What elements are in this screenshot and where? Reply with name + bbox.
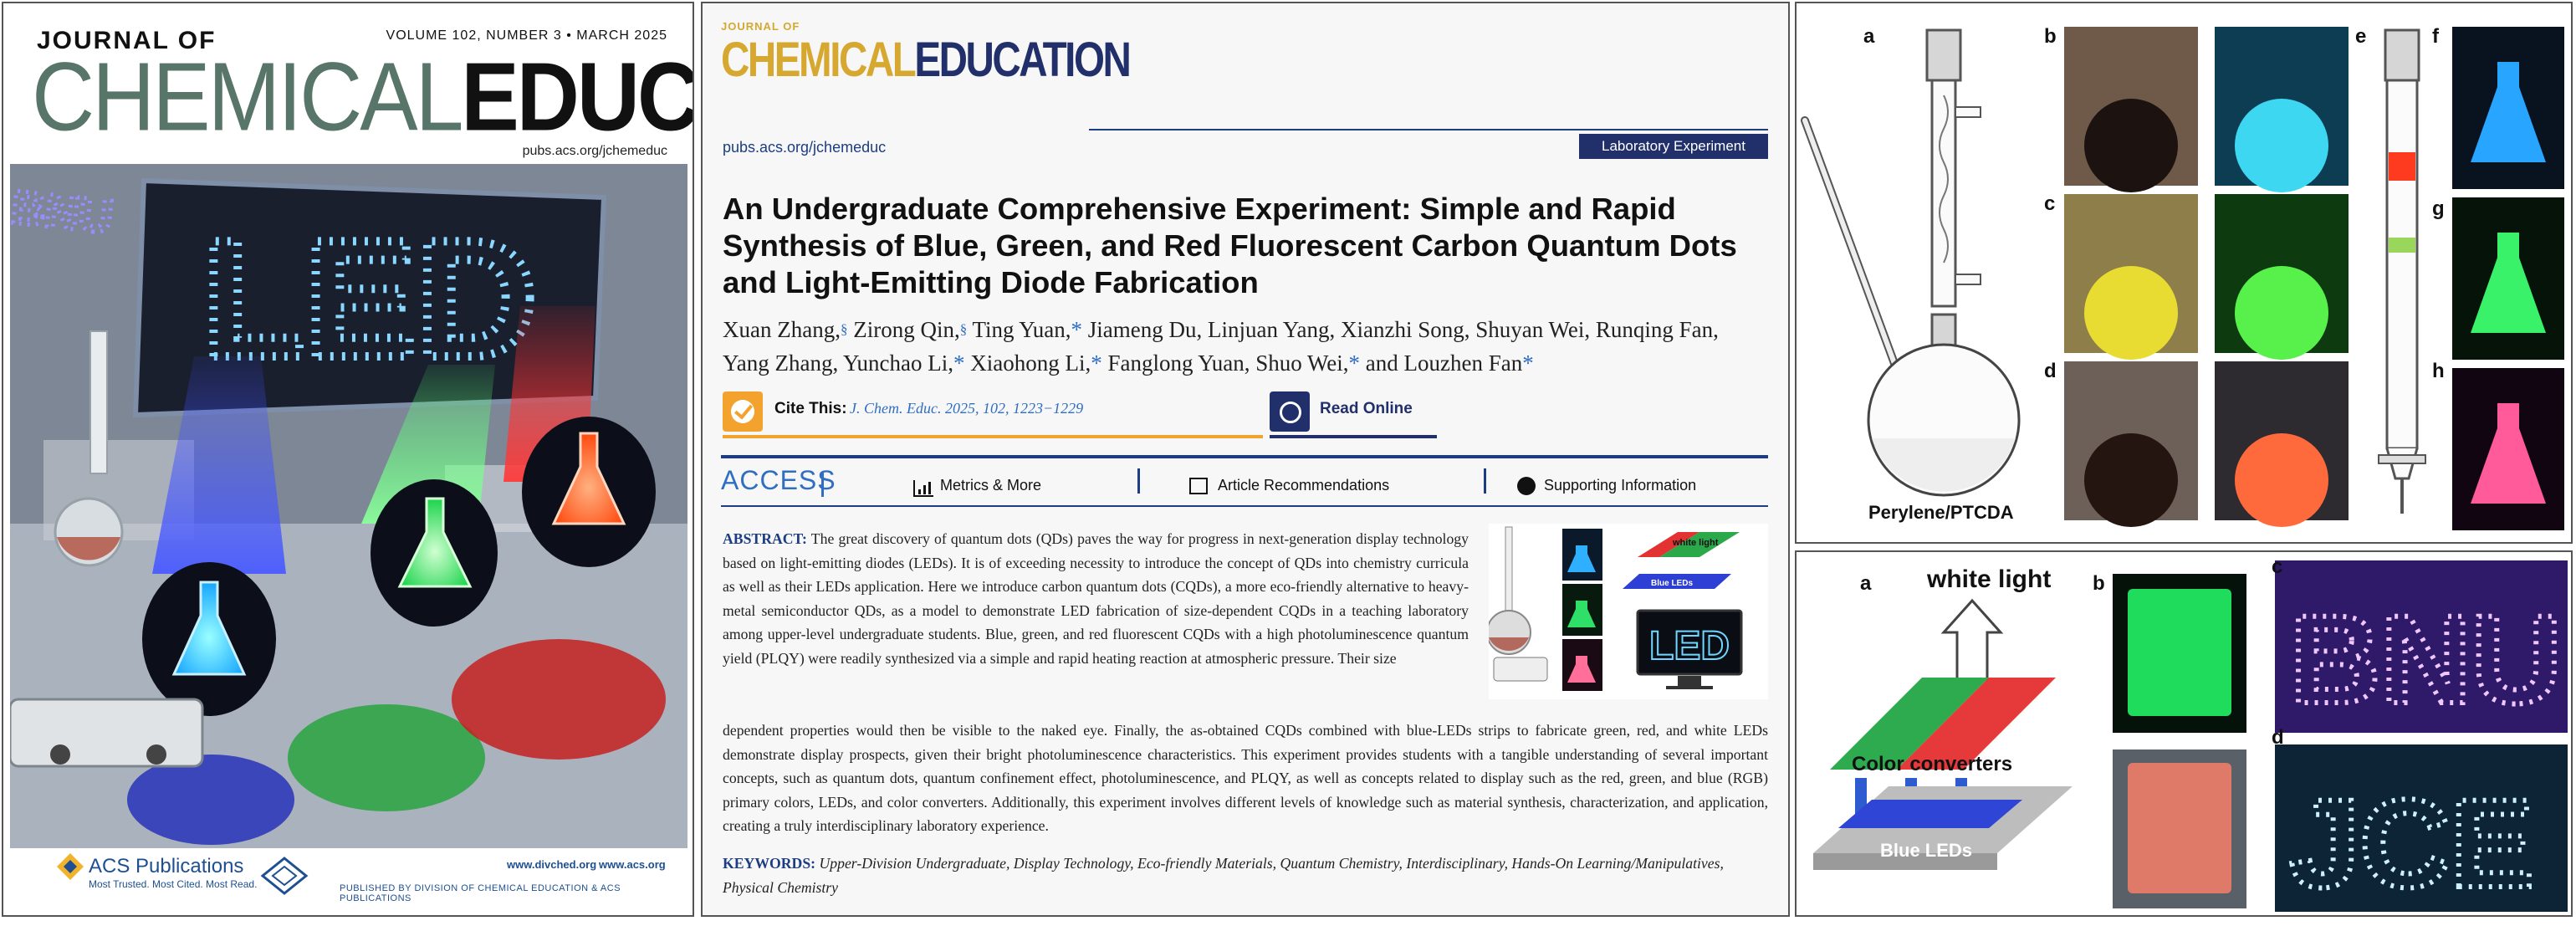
access-label: ACCESS xyxy=(721,465,836,495)
published-by: PUBLISHED BY DIVISION OF CHEMICAL EDUCAT… xyxy=(340,883,621,903)
access-bottom-rule xyxy=(721,505,1768,507)
toc-illustration: white light Blue LEDs LED xyxy=(1486,524,1768,699)
fig2-label-c: c xyxy=(2272,555,2283,578)
journal-logo: JOURNAL OF CHEMICALEDUCATION xyxy=(721,20,1132,87)
cover-url: pubs.acs.org/jchemeduc xyxy=(522,144,667,158)
author-name[interactable]: Jiameng Du, Linjuan Yang, Xianzhi Song, … xyxy=(723,317,1719,376)
journal-url-link[interactable]: pubs.acs.org/jchemeduc xyxy=(723,139,887,156)
divched-link[interactable]: www.divched.org xyxy=(507,858,597,871)
cover-title: CHEMICALEDUCATION xyxy=(32,49,693,146)
author-name[interactable]: Xuan Zhang, xyxy=(723,317,841,342)
acs-link[interactable]: www.acs.org xyxy=(599,858,666,871)
author-name[interactable]: Zirong Qin, xyxy=(853,317,960,342)
toc-led-text: LED xyxy=(1649,624,1730,668)
keywords-text: Upper-Division Undergraduate, Display Te… xyxy=(723,855,1724,896)
figure-synthesis-panel: a b c d e f g h Perylene/PTCDA xyxy=(1795,2,2573,544)
access-top-rule xyxy=(721,455,1768,458)
cover-title-education: EDUCATION xyxy=(461,43,694,152)
cover-footer xyxy=(3,850,693,915)
corresponding-author-mark: * xyxy=(1348,350,1361,376)
fig2-sign-c: BNU xyxy=(2290,589,2562,729)
author-name[interactable]: and Louzhen Fan xyxy=(1365,350,1523,376)
white-light-label: white light xyxy=(1927,565,2052,593)
keywords: KEYWORDS: Upper-Division Undergraduate, … xyxy=(723,852,1768,899)
cover-title-chemical: CHEMICAL xyxy=(32,43,463,152)
corresponding-author-mark: * xyxy=(953,350,965,376)
color-converters-label: Color converters xyxy=(1852,753,2013,775)
fig2-label-d: d xyxy=(2272,726,2284,749)
journal-logo-top: JOURNAL OF xyxy=(721,20,800,33)
fig1-label-d: d xyxy=(2044,360,2057,382)
cover-artwork: LED BNU xyxy=(10,164,687,848)
article-type-badge: Laboratory Experiment xyxy=(1579,134,1768,159)
citation-reference[interactable]: J. Chem. Educ. 2025, 102, 1223−1229 xyxy=(850,400,1084,417)
article-recommendations-icon xyxy=(1189,478,1208,494)
abstract-text: ABSTRACT: The great discovery of quantum… xyxy=(723,530,1469,667)
article-title: An Undergraduate Comprehensive Experimen… xyxy=(723,192,1737,299)
equal-contribution-mark: § xyxy=(840,321,848,337)
cover-masthead xyxy=(3,3,693,161)
synthesis-figure xyxy=(1801,27,2564,530)
cite-this-box[interactable]: Cite This: J. Chem. Educ. 2025, 102, 122… xyxy=(723,388,1263,438)
article-recommendations-link[interactable]: Article Recommendations xyxy=(1218,477,1390,494)
cover-side-sign: BNU xyxy=(10,180,115,243)
fig1-label-a: a xyxy=(1863,25,1875,48)
author-name[interactable]: Fanglong Yuan, Shuo Wei, xyxy=(1107,350,1349,376)
perylene-caption: Perylene/PTCDA xyxy=(1868,502,2014,523)
fig2-sign-d: JCE xyxy=(2290,773,2534,913)
read-online-button[interactable]: Read Online xyxy=(1270,388,1437,438)
divched-logo-icon xyxy=(260,857,309,895)
supporting-information-link[interactable]: Supporting Information xyxy=(1544,477,1697,494)
corresponding-author-mark: * xyxy=(1071,317,1083,342)
toc-white-light: white light xyxy=(1672,538,1719,548)
author-name[interactable]: Xiaohong Li, xyxy=(970,350,1091,376)
acs-logo-icon xyxy=(57,853,84,880)
led-figure: BNU JCE xyxy=(1813,560,2568,915)
figure-led-panel: BNU JCE a b c d white light Color conver… xyxy=(1795,550,2573,917)
fig1-label-c: c xyxy=(2044,192,2056,215)
cite-this-label: Cite This: xyxy=(774,400,847,417)
fig1-label-b: b xyxy=(2044,25,2057,48)
cover-volume: VOLUME 102, NUMBER 3 • MARCH 2025 xyxy=(386,28,667,43)
fig2-label-a: a xyxy=(1860,572,1872,595)
journal-cover: JOURNAL OF VOLUME 102, NUMBER 3 • MARCH … xyxy=(2,2,694,917)
read-online-label: Read Online xyxy=(1320,400,1413,417)
abstract-text-continued: dependent properties would then be visib… xyxy=(723,722,1768,835)
author-name[interactable]: Ting Yuan, xyxy=(972,317,1071,342)
corresponding-author-mark: * xyxy=(1522,350,1534,376)
acs-publications-name: ACS Publications xyxy=(89,855,244,877)
corresponding-author-mark: * xyxy=(1091,350,1102,376)
cover-illustration: LED BNU xyxy=(10,164,687,848)
author-list: Xuan Zhang,§ Zirong Qin,§ Ting Yuan,* Ji… xyxy=(723,313,1768,380)
toc-graphic: white light Blue LEDs LED xyxy=(1486,524,1768,699)
blue-leds-label: Blue LEDs xyxy=(1880,840,1973,861)
cover-journal-line: JOURNAL OF xyxy=(37,27,217,54)
acs-tagline: Most Trusted. Most Cited. Most Read. xyxy=(89,878,258,890)
fig2-label-b: b xyxy=(2093,572,2105,595)
supporting-info-icon xyxy=(1517,477,1536,495)
journal-logo-title: CHEMICALEDUCATION xyxy=(721,33,1132,87)
equal-contribution-mark: § xyxy=(959,321,968,337)
fig1-label-e: e xyxy=(2355,25,2367,48)
metrics-more-link[interactable]: Metrics & More xyxy=(940,477,1042,494)
header-rule xyxy=(721,129,1768,130)
abstract-label: ABSTRACT: xyxy=(723,530,807,547)
fig1-label-h: h xyxy=(2432,360,2445,382)
article-first-page: JOURNAL OF CHEMICALEDUCATION pubs.acs.or… xyxy=(701,2,1790,917)
bar-chart-icon xyxy=(913,480,933,497)
checkmark-icon xyxy=(723,391,763,432)
toc-blue-leds: Blue LEDs xyxy=(1651,579,1693,588)
keywords-label: KEYWORDS: xyxy=(723,855,816,872)
fig1-label-g: g xyxy=(2432,197,2445,220)
globe-icon xyxy=(1270,391,1310,432)
fig1-label-f: f xyxy=(2432,25,2439,48)
